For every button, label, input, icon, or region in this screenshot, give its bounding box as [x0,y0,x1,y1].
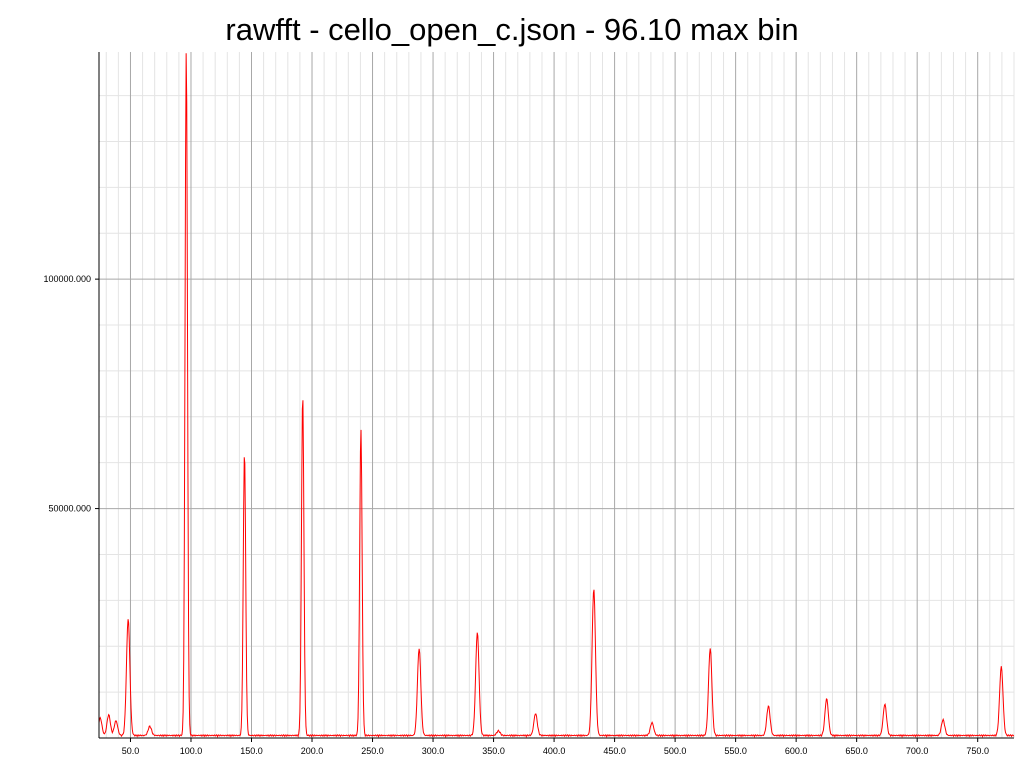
spectrum-peak-point [419,650,420,651]
x-tick-label: 100.0 [180,746,203,756]
y-tick-label: 100000.000 [43,274,91,284]
minor-grid [99,52,1015,738]
spectrum-line [98,53,1015,738]
x-tick-label: 750.0 [966,746,989,756]
spectrum-peak-point [535,715,536,716]
series-layer [98,51,1015,738]
spectrum-peak-point [302,396,303,397]
spectrum-peak-point [186,51,187,52]
spectrum-peak-point [498,733,499,734]
x-tick-label: 600.0 [785,746,808,756]
spectrum-peak-point [884,706,885,707]
spectrum-peak-point [108,717,109,718]
x-tick-label: 700.0 [906,746,929,756]
spectrum-peak-point [128,620,129,621]
x-axis-ticks: 50.0 100.0 150.0 200.0 250.0 300.0 350.0 400.0 4… [122,738,989,756]
spectrum-peak-point [768,708,769,709]
spectrum-peak-point [360,430,361,431]
x-tick-label: 300.0 [422,746,445,756]
x-tick-label: 200.0 [301,746,324,756]
x-tick-label: 650.0 [845,746,868,756]
x-tick-label: 350.0 [482,746,505,756]
spectrum-peak-point [149,728,150,729]
x-tick-label: 450.0 [603,746,626,756]
y-tick-label: 50000.000 [48,504,91,514]
y-axis-ticks: 50000.000 100000.000 [43,274,99,514]
spectrum-peak-point [244,453,245,454]
x-tick-label: 150.0 [240,746,263,756]
chart-title: rawfft - cello_open_c.json - 96.10 max b… [225,12,799,47]
spectrum-peak-point [115,723,116,724]
spectrum-peak-point [593,591,594,592]
x-tick-label: 500.0 [664,746,687,756]
x-tick-label: 50.0 [122,746,140,756]
x-tick-label: 400.0 [543,746,566,756]
spectrum-peak-point [710,650,711,651]
x-tick-label: 250.0 [361,746,384,756]
spectrum-peak-point [651,725,652,726]
spectrum-peak-point [100,720,101,721]
spectrum-peak-point [942,722,943,723]
spectrum-peak-point [826,701,827,702]
spectrum-peak-point [1001,669,1002,670]
spectrum-peak-point [477,634,478,635]
x-tick-label: 550.0 [724,746,747,756]
major-grid [99,52,1014,738]
